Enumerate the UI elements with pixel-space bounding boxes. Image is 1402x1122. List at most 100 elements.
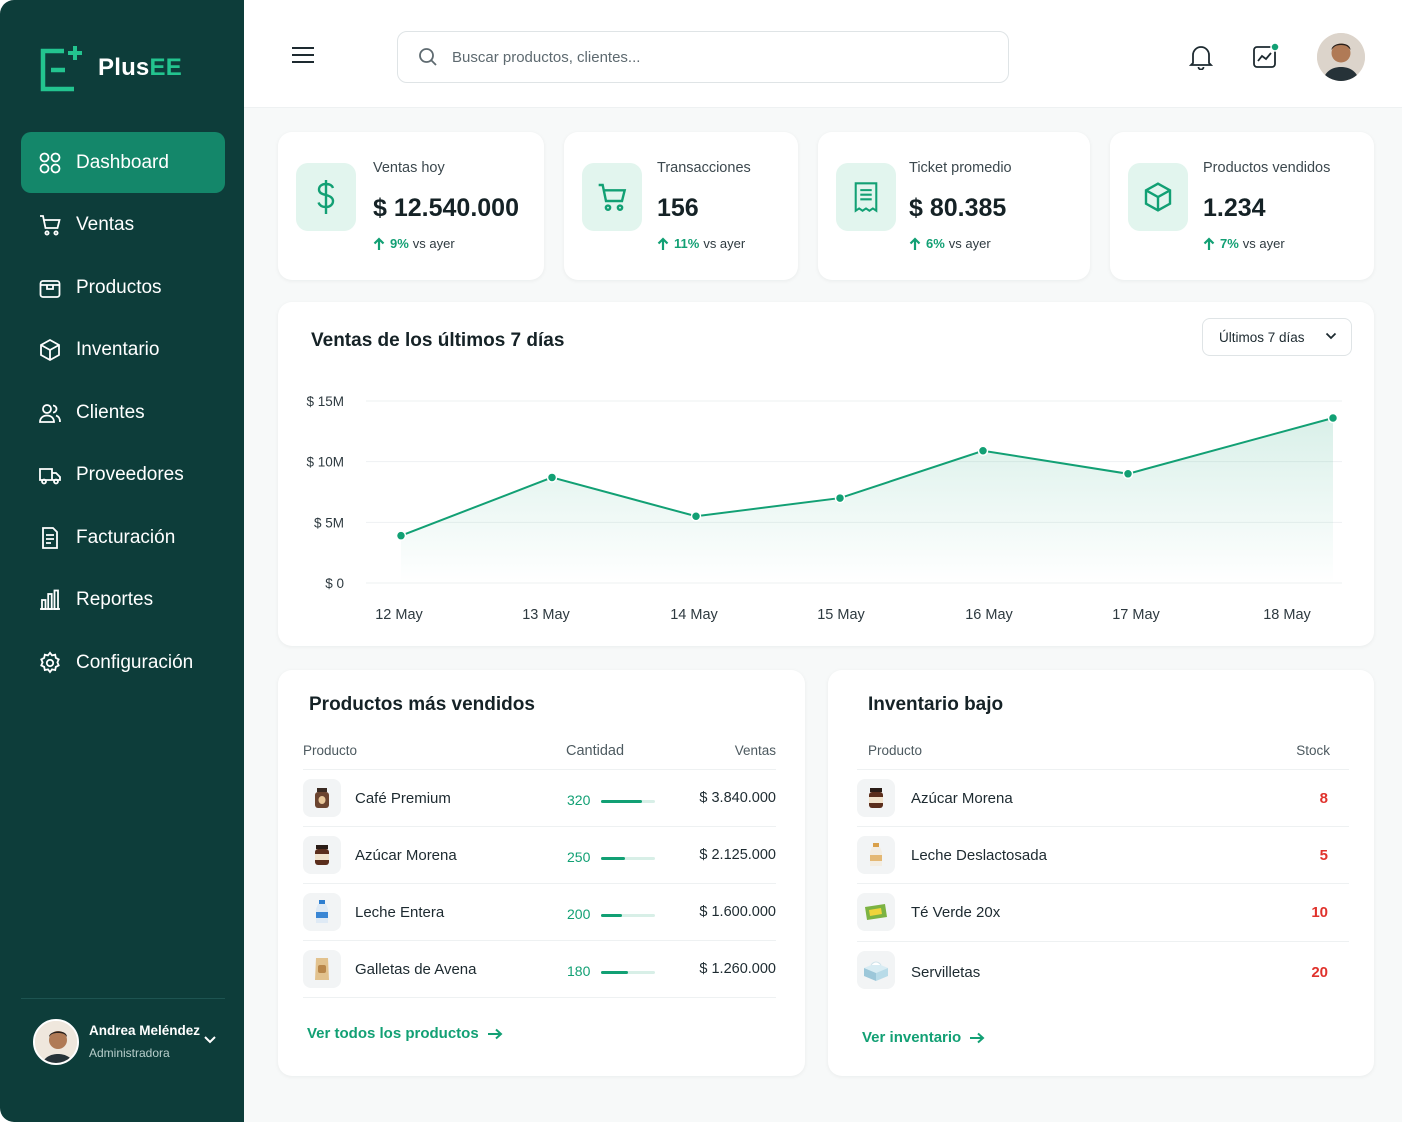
cart-icon bbox=[582, 163, 642, 231]
table-row[interactable]: Leche Entera 200 $ 1.600.000 bbox=[303, 884, 776, 941]
table-row[interactable]: Leche Deslactosada 5 bbox=[857, 827, 1349, 884]
search-input[interactable] bbox=[452, 48, 972, 66]
qty-bar bbox=[601, 914, 655, 917]
arrow-up-icon bbox=[373, 236, 385, 250]
stat-card-productos-vendidos: Productos vendidos 1.234 7% vs ayer bbox=[1110, 132, 1374, 280]
bar-chart-icon bbox=[37, 587, 63, 613]
range-select[interactable]: Últimos 7 días bbox=[1202, 318, 1352, 356]
cart-icon bbox=[37, 212, 63, 238]
nav-label: Reportes bbox=[76, 589, 154, 610]
product-sales: $ 3.840.000 bbox=[699, 790, 776, 806]
topbar bbox=[244, 0, 1402, 108]
y-tick-label: $ 5M bbox=[314, 515, 344, 530]
x-tick-label: 15 May bbox=[817, 607, 865, 623]
qty-bar bbox=[601, 857, 655, 860]
product-qty: 250 bbox=[567, 849, 591, 865]
stat-card-transacciones: Transacciones 156 11% vs ayer bbox=[564, 132, 798, 280]
chart-data-point[interactable] bbox=[1122, 468, 1134, 480]
stat-value: 156 bbox=[657, 194, 699, 222]
table-row[interactable]: Azúcar Morena 8 bbox=[857, 770, 1349, 827]
product-qty: 320 bbox=[567, 792, 591, 808]
bell-icon[interactable] bbox=[1189, 44, 1213, 70]
nav-item-configuracion[interactable]: Configuración bbox=[21, 632, 225, 693]
stat-value: 1.234 bbox=[1203, 194, 1266, 222]
top-products-title: Productos más vendidos bbox=[309, 694, 535, 715]
analytics-icon[interactable] bbox=[1252, 42, 1280, 70]
product-sales: $ 1.600.000 bbox=[699, 904, 776, 920]
y-tick-label: $ 15M bbox=[306, 394, 344, 409]
nav-item-reportes[interactable]: Reportes bbox=[21, 570, 225, 631]
product-name: Azúcar Morena bbox=[911, 790, 1013, 807]
user-role: Administradora bbox=[89, 1046, 170, 1060]
product-qty: 180 bbox=[567, 963, 591, 979]
qty-bar bbox=[601, 800, 655, 803]
range-select-value: Últimos 7 días bbox=[1219, 329, 1305, 345]
col-header-product: Producto bbox=[868, 743, 923, 758]
product-qty: 200 bbox=[567, 906, 591, 922]
nav-label: Productos bbox=[76, 276, 162, 298]
table-row[interactable]: Té Verde 20x 10 bbox=[857, 884, 1349, 942]
stat-value: $ 12.540.000 bbox=[373, 194, 519, 222]
milk-bottle-icon bbox=[303, 893, 341, 931]
stat-label: Ventas hoy bbox=[373, 160, 445, 176]
chart-data-point[interactable] bbox=[1327, 412, 1339, 424]
stat-value: $ 80.385 bbox=[909, 194, 1007, 222]
brand-logo[interactable]: PlusEE bbox=[40, 44, 182, 92]
product-sales: $ 2.125.000 bbox=[699, 847, 776, 863]
view-inventory-link[interactable]: Ver inventario bbox=[862, 1029, 985, 1046]
cube-icon bbox=[37, 337, 63, 363]
chart-data-point[interactable] bbox=[395, 530, 407, 541]
qty-bar-fill bbox=[601, 857, 626, 860]
table-row[interactable]: Café Premium 320 $ 3.840.000 bbox=[303, 770, 776, 827]
chart-title: Ventas de los últimos 7 días bbox=[311, 330, 565, 351]
y-tick-label: $ 0 bbox=[325, 576, 344, 591]
qty-bar-fill bbox=[601, 914, 622, 917]
chart-data-point[interactable] bbox=[546, 472, 558, 483]
product-name: Leche Deslactosada bbox=[911, 847, 1047, 864]
x-tick-label: 13 May bbox=[522, 607, 570, 623]
nav-item-productos[interactable]: Productos bbox=[21, 257, 225, 318]
table-row[interactable]: Galletas de Avena 180 $ 1.260.000 bbox=[303, 941, 776, 998]
users-icon bbox=[37, 400, 63, 426]
chart-area bbox=[401, 417, 1333, 583]
user-menu[interactable]: Andrea Meléndez Administradora bbox=[21, 998, 225, 1084]
search-icon bbox=[419, 48, 437, 66]
cookie-bag-icon bbox=[303, 950, 341, 988]
brand-name: PlusEE bbox=[98, 54, 182, 81]
view-all-products-link[interactable]: Ver todos los productos bbox=[307, 1025, 503, 1042]
stock-value: 20 bbox=[1311, 964, 1328, 981]
chart-data-point[interactable] bbox=[834, 492, 846, 504]
product-name: Leche Entera bbox=[355, 904, 445, 921]
nav-item-ventas[interactable]: Ventas bbox=[21, 195, 225, 256]
chart-data-point[interactable] bbox=[977, 445, 989, 456]
nav-label: Inventario bbox=[76, 339, 160, 360]
nav-item-facturacion[interactable]: Facturación bbox=[21, 507, 225, 568]
stock-value: 10 bbox=[1311, 904, 1328, 921]
qty-bar-fill bbox=[601, 971, 628, 974]
nav-item-clientes[interactable]: Clientes bbox=[21, 382, 225, 443]
nav-label: Proveedores bbox=[76, 464, 184, 485]
nav-item-proveedores[interactable]: Proveedores bbox=[21, 445, 225, 506]
product-name: Servilletas bbox=[911, 964, 981, 981]
top-products-card: Productos más vendidos Producto Cantidad… bbox=[278, 670, 805, 1076]
link-label: Ver todos los productos bbox=[307, 1025, 479, 1042]
chart-data-point[interactable] bbox=[690, 511, 702, 522]
truck-icon bbox=[37, 462, 63, 488]
stat-label: Productos vendidos bbox=[1203, 160, 1331, 176]
tea-box-icon bbox=[857, 893, 895, 931]
nav-label: Dashboard bbox=[76, 151, 169, 173]
menu-icon[interactable] bbox=[292, 46, 314, 64]
grid-icon bbox=[37, 150, 63, 176]
gear-icon bbox=[37, 650, 63, 676]
low-stock-title: Inventario bajo bbox=[868, 694, 1004, 715]
coffee-jar-icon bbox=[303, 779, 341, 817]
y-tick-label: $ 10M bbox=[306, 455, 344, 470]
profile-avatar[interactable] bbox=[1317, 33, 1365, 81]
stat-card-ventas-hoy: Ventas hoy $ 12.540.000 9% vs ayer bbox=[278, 132, 544, 280]
nav-item-inventario[interactable]: Inventario bbox=[21, 320, 225, 381]
nav-item-dashboard[interactable]: Dashboard bbox=[21, 132, 225, 193]
stock-value: 8 bbox=[1319, 790, 1328, 807]
table-row[interactable]: Azúcar Morena 250 $ 2.125.000 bbox=[303, 827, 776, 884]
table-row[interactable]: Servilletas 20 bbox=[857, 942, 1349, 1000]
x-tick-label: 16 May bbox=[965, 607, 1013, 623]
